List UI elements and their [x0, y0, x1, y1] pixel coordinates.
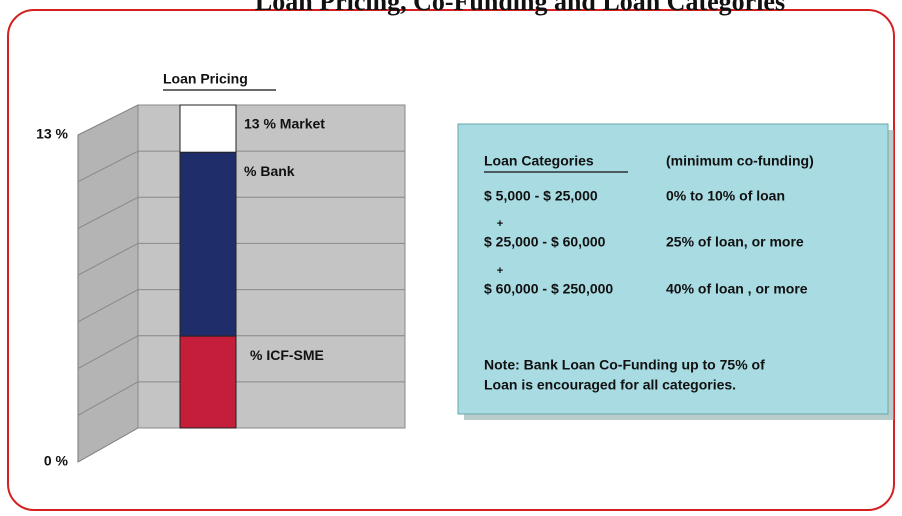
- box-header: Loan Categories: [484, 153, 594, 169]
- separator: +: [497, 218, 503, 230]
- bar-segment: [179, 151, 237, 337]
- side-grid-line: [77, 150, 139, 183]
- note: Note: Bank Loan Co-Funding up to 75% of: [484, 357, 765, 373]
- separator: +: [497, 265, 503, 277]
- chart-title: Loan Pricing: [163, 71, 248, 87]
- grid-line: [77, 427, 139, 463]
- box-header: (minimum co-funding): [666, 153, 814, 169]
- side-grid-line: [77, 335, 139, 370]
- side-grid-line: [77, 289, 139, 323]
- side-grid-line: [77, 381, 139, 416]
- slide-title: Loan Pricing, Co-Funding and Loan Catego…: [255, 0, 785, 16]
- range: $ 5,000 - $ 25,000: [484, 188, 598, 204]
- side-grid-line: [77, 242, 139, 276]
- back-wall: [137, 104, 406, 429]
- bar-segment: [179, 335, 237, 429]
- co-funding: 25% of loan, or more: [666, 234, 804, 250]
- range: $ 60,000 - $ 250,000: [484, 281, 613, 297]
- co-funding: 40% of loan , or more: [666, 281, 808, 297]
- y-tick-label: 13 %: [36, 126, 68, 142]
- segment-label: % ICF-SME: [250, 347, 324, 363]
- side-wall: [77, 104, 139, 463]
- side-grid-line: [77, 196, 139, 229]
- grid-line: [77, 104, 139, 136]
- segment-label: % Bank: [244, 163, 295, 179]
- co-funding: 0% to 10% of loan: [666, 188, 785, 204]
- note: Loan is encouraged for all categories.: [484, 377, 736, 393]
- info-box: [457, 123, 889, 415]
- segment-label: 13 % Market: [244, 116, 325, 132]
- range: $ 25,000 - $ 60,000: [484, 234, 606, 250]
- y-tick-label: 0 %: [44, 453, 69, 469]
- bar-segment: [179, 104, 237, 153]
